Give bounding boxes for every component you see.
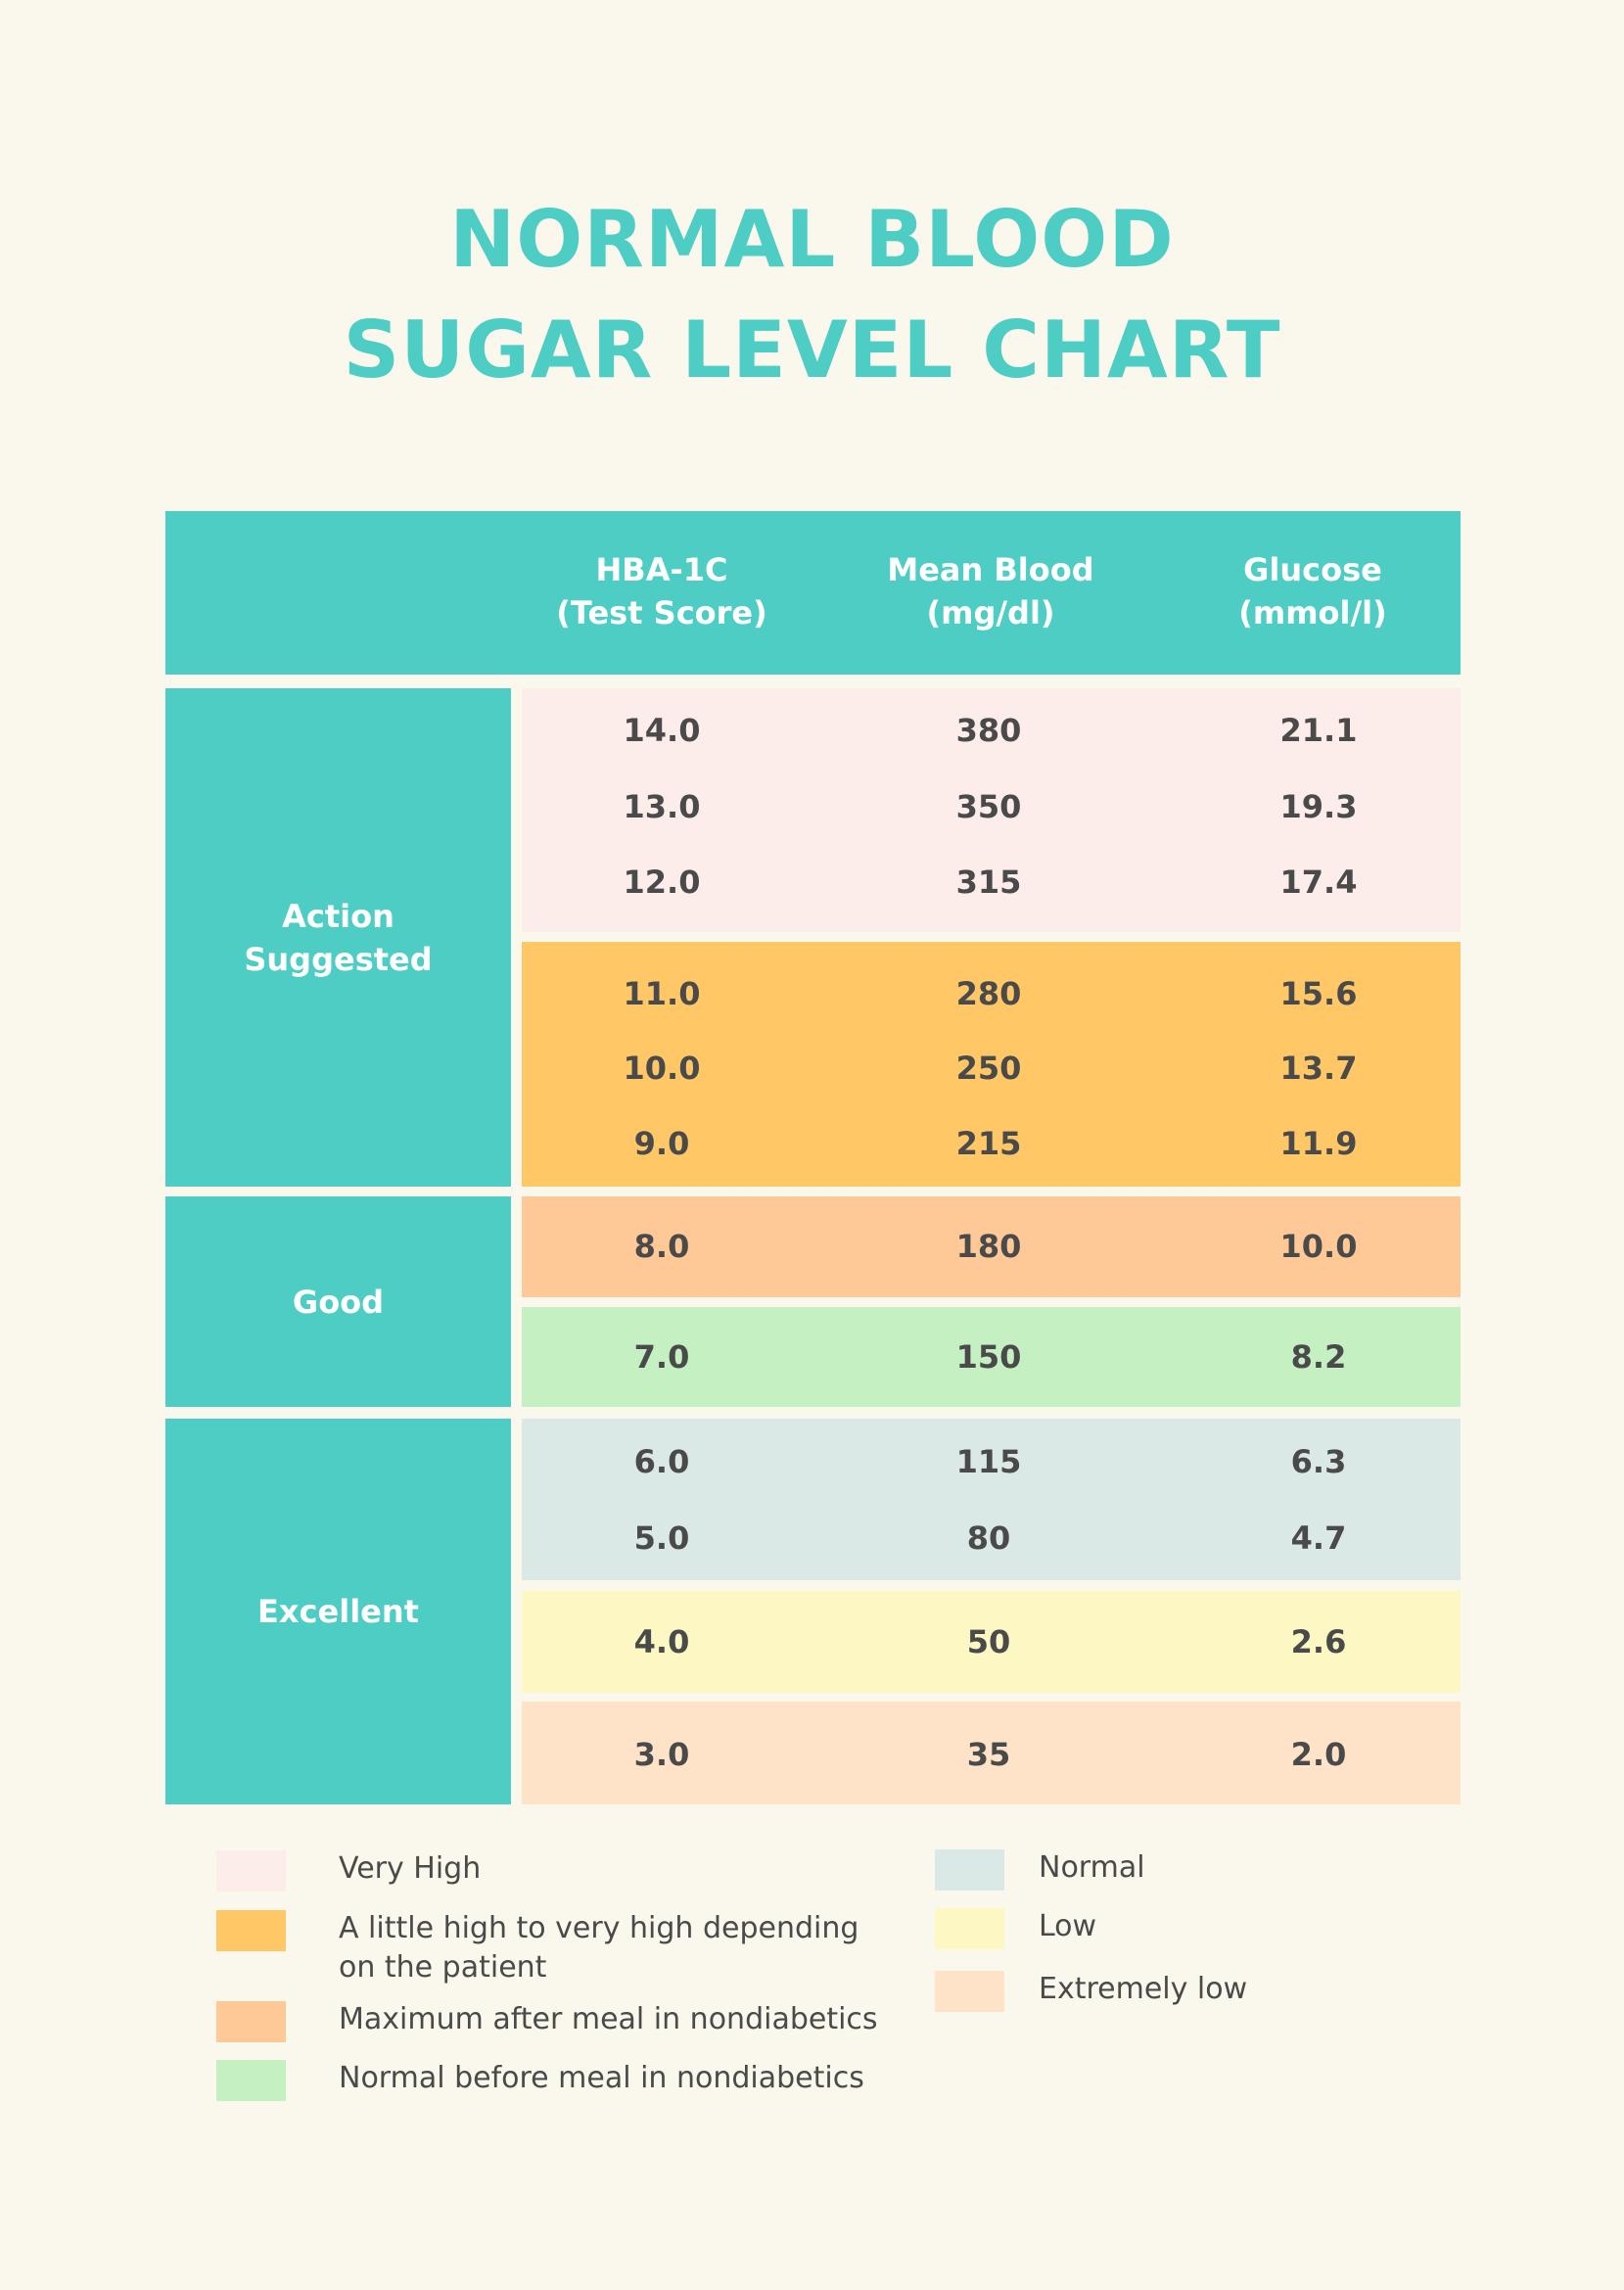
cell-hba1c: 11.0 [623,975,701,1012]
cell-mean-blood: 50 [966,1623,1011,1660]
cell-glucose: 15.6 [1279,975,1358,1012]
band-a-little-high-to-very-high-depending-on-the-patient [522,942,1461,1187]
group-label: Excellent [257,1593,419,1630]
legend-label-line: Normal before meal in nondiabetics [339,2061,864,2095]
cell-hba1c: 10.0 [623,1050,701,1087]
cell-mean-blood: 180 [955,1228,1022,1265]
cell-hba1c: 8.0 [633,1228,690,1265]
cell-mean-blood: 280 [955,975,1022,1012]
header-hba1c-line1: HBA-1C [595,551,728,588]
cell-glucose: 4.7 [1290,1519,1347,1557]
page-title-line-2: SUGAR LEVEL CHART [343,304,1281,396]
group-good: Good [165,1196,511,1407]
header-mean-blood-line2: (mg/dl) [926,594,1055,631]
legend-item-label: Maximum after meal in nondiabetics [339,2000,878,2039]
page-title-line-1: NORMAL BLOOD [449,194,1175,285]
band-low [522,1591,1461,1693]
cell-mean-blood: 215 [955,1125,1022,1162]
cell-hba1c: 9.0 [633,1125,690,1162]
cell-glucose: 2.0 [1290,1736,1347,1773]
cell-glucose: 10.0 [1279,1228,1358,1265]
cell-mean-blood: 150 [955,1338,1022,1376]
legend-item-label: Normal before meal in nondiabetics [339,2059,864,2098]
legend-label-line: Very High [339,1851,482,1886]
legend-label-line: on the patient [339,1950,547,1985]
legend-label-line: Low [1039,1909,1097,1943]
cell-hba1c: 4.0 [633,1623,690,1660]
cell-hba1c: 6.0 [633,1443,690,1480]
cell-mean-blood: 380 [955,712,1022,749]
legend-label-line: Maximum after meal in nondiabetics [339,2002,878,2036]
legend-swatch [216,1850,286,1892]
cell-glucose: 8.2 [1290,1338,1347,1376]
cell-mean-blood: 350 [955,788,1022,825]
header-glucose-line1: Glucose [1243,551,1382,588]
group-excellent: Excellent [165,1419,511,1804]
cell-mean-blood: 315 [955,864,1022,901]
cell-glucose: 11.9 [1279,1125,1358,1162]
header-hba1c-line2: (Test Score) [556,594,767,631]
legend-item-label: Low [1039,1907,1096,1946]
cell-mean-blood: 35 [966,1736,1011,1773]
cell-glucose: 13.7 [1279,1050,1358,1087]
legend-swatch [935,1849,1004,1891]
legend-swatch [216,2060,286,2101]
legend-swatch [935,1908,1004,1949]
legend-item-label: A little high to very high depending on t… [339,1909,858,1987]
cell-mean-blood: 115 [955,1443,1022,1480]
legend-label-line: Normal [1039,1850,1145,1885]
legend-swatch [935,1971,1004,2012]
legend-item-label: Extremely low [1039,1970,1247,2009]
group-action-suggested: Action Suggested [165,688,511,1187]
band-normal [522,1419,1461,1580]
band-maximum-after-meal-in-nondiabetics [522,1196,1461,1297]
legend-label-line: Extremely low [1039,1972,1248,2006]
band-normal-before-meal-in-nondiabetics [522,1307,1461,1407]
cell-glucose: 17.4 [1279,864,1358,901]
legend-label-line: A little high to very high depending [339,1911,859,1945]
legend-item-label: Normal [1039,1848,1145,1888]
band-very-high [522,688,1461,932]
header-hba1c: HBA-1C (Test Score) [500,548,823,634]
band-extremely-low [522,1702,1461,1804]
group-label: Good [292,1283,385,1321]
cell-mean-blood: 250 [955,1050,1022,1087]
header-glucose: Glucose (mmol/l) [1151,548,1474,634]
cell-hba1c: 13.0 [623,788,701,825]
cell-glucose: 2.6 [1290,1623,1347,1660]
group-label: Action Suggested [244,897,433,978]
cell-hba1c: 5.0 [633,1519,690,1557]
legend-item-label: Very High [339,1849,481,1889]
header-mean-blood: Mean Blood (mg/dl) [829,548,1152,634]
cell-mean-blood: 80 [966,1519,1011,1557]
table-header: HBA-1C (Test Score) Mean Blood (mg/dl) G… [165,511,1461,675]
legend-swatch [216,1910,286,1951]
cell-hba1c: 7.0 [633,1338,690,1376]
cell-hba1c: 14.0 [623,712,701,749]
cell-hba1c: 3.0 [633,1736,690,1773]
legend-swatch [216,2001,286,2042]
cell-glucose: 21.1 [1279,712,1358,749]
cell-glucose: 6.3 [1290,1443,1347,1480]
cell-glucose: 19.3 [1279,788,1358,825]
header-glucose-line2: (mmol/l) [1238,594,1387,631]
header-mean-blood-line1: Mean Blood [887,551,1094,588]
cell-hba1c: 12.0 [623,864,701,901]
